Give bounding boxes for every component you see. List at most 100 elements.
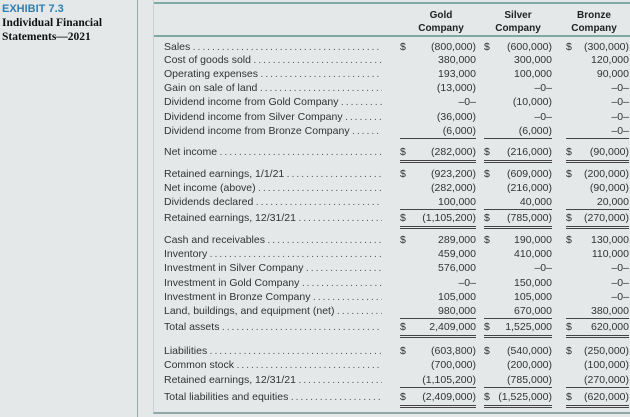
- table-row: Sales $ (800,000) $ (600,000) $ (300,000): [154, 40, 630, 54]
- row-label: Retained earnings, 12/31/21: [164, 373, 382, 387]
- value-cell: $ (270,000): [566, 211, 629, 229]
- cell-value: (1,525,000): [498, 391, 552, 403]
- row-label: Retained earnings, 12/31/21: [164, 211, 382, 225]
- value-cell: $ (250,000): [566, 344, 629, 358]
- table-row: Dividends declared 100,000 40,000 20,000: [154, 195, 630, 210]
- value-cell: $190,000: [484, 233, 552, 247]
- cell-value: (270,000): [584, 212, 629, 224]
- row-label: Cash and receivables: [164, 233, 382, 247]
- currency-symbol: $: [484, 321, 490, 333]
- cell-value: (540,000): [507, 345, 552, 357]
- table-row: Dividend income from Bronze Company (6,00…: [154, 124, 630, 139]
- row-label: Common stock: [164, 358, 382, 372]
- exhibit-title: Individual Financial Statements—2021: [2, 17, 103, 43]
- currency-symbol: $: [566, 41, 572, 53]
- value-cell: 110,000: [566, 247, 629, 261]
- value-cell: –0–: [400, 95, 476, 109]
- cell-value: 380,000: [591, 305, 629, 317]
- cell-value: 90,000: [596, 68, 629, 80]
- currency-symbol: $: [400, 168, 406, 180]
- row-label: Cost of goods sold: [164, 53, 382, 67]
- value-cell: 410,000: [484, 247, 552, 261]
- value-cell: $ (300,000): [566, 40, 629, 54]
- cell-value: (923,200): [431, 168, 476, 180]
- currency-symbol: $: [400, 146, 406, 158]
- currency-symbol: $: [566, 391, 572, 403]
- header-line: Silver: [504, 10, 532, 21]
- cell-value: (90,000): [589, 146, 629, 158]
- value-cell: $ (540,000): [484, 344, 552, 358]
- value-cell: –0–: [400, 276, 476, 290]
- financial-statements-table: Gold Company Silver Company Bronze Company …: [153, 0, 630, 414]
- row-label: Dividend income from Silver Company: [164, 110, 382, 124]
- currency-symbol: $: [484, 146, 490, 158]
- header-line: Company: [418, 23, 464, 34]
- value-cell: $ (609,000): [484, 167, 552, 181]
- row-label: Total assets: [164, 320, 382, 334]
- cell-value: (216,000): [507, 146, 552, 158]
- cell-value: –0–: [458, 277, 476, 289]
- value-cell: –0–: [566, 81, 629, 95]
- cell-value: 576,000: [438, 262, 476, 274]
- value-cell: (13,000): [400, 81, 476, 95]
- value-cell: $ (1,525,000): [484, 390, 552, 408]
- value-cell: (10,000): [484, 95, 552, 109]
- table-row: Common stock (700,000) (200,000) (100,000): [154, 358, 630, 372]
- row-label: Dividends declared: [164, 195, 382, 209]
- cell-value: (200,000): [584, 168, 629, 180]
- value-cell: –0–: [484, 261, 552, 275]
- value-cell: $ (603,800): [400, 344, 476, 358]
- cell-value: 20,000: [596, 196, 629, 208]
- value-cell: $ (785,000): [484, 211, 552, 229]
- value-cell: 576,000: [400, 261, 476, 275]
- value-cell: 980,000: [400, 304, 476, 319]
- value-cell: (90,000): [566, 181, 629, 195]
- currency-symbol: $: [400, 41, 406, 53]
- value-cell: (6,000): [484, 124, 552, 139]
- cell-value: 120,000: [591, 54, 629, 66]
- cell-value: (600,000): [507, 41, 552, 53]
- cell-value: (13,000): [436, 82, 476, 94]
- currency-symbol: $: [400, 212, 406, 224]
- cell-value: (609,000): [507, 168, 552, 180]
- currency-symbol: $: [400, 345, 406, 357]
- value-cell: $ (2,409,000): [400, 390, 476, 408]
- value-cell: –0–: [566, 276, 629, 290]
- cell-value: (700,000): [431, 359, 476, 371]
- cell-value: 110,000: [591, 248, 629, 260]
- cell-value: 105,000: [514, 291, 552, 303]
- value-cell: 193,000: [400, 67, 476, 81]
- cell-value: 190,000: [514, 234, 552, 246]
- cell-value: 1,525,000: [505, 321, 552, 333]
- cell-value: (200,000): [507, 359, 552, 371]
- value-cell: $ (800,000): [400, 40, 476, 54]
- cell-value: –0–: [534, 111, 552, 123]
- cell-value: 670,000: [514, 305, 552, 317]
- value-cell: (200,000): [484, 358, 552, 372]
- cell-value: 300,000: [514, 54, 552, 66]
- row-label: Liabilities: [164, 344, 382, 358]
- value-cell: (700,000): [400, 358, 476, 372]
- cell-value: (620,000): [584, 391, 629, 403]
- value-cell: (270,000): [566, 373, 629, 388]
- cell-value: –0–: [611, 82, 629, 94]
- header-line: Company: [495, 23, 541, 34]
- cell-value: (216,000): [507, 182, 552, 194]
- cell-value: (282,000): [431, 182, 476, 194]
- table-row: Net income $ (282,000) $ (216,000) $ (90,000): [154, 145, 630, 163]
- table-row: Inventory 459,000 410,000 110,000: [154, 247, 630, 261]
- cell-value: 380,000: [438, 54, 476, 66]
- row-label: Land, buildings, and equipment (net): [164, 304, 382, 318]
- currency-symbol: $: [566, 321, 572, 333]
- row-label: Net income: [164, 145, 382, 159]
- cell-value: 105,000: [438, 291, 476, 303]
- cell-value: –0–: [611, 111, 629, 123]
- value-cell: 105,000: [484, 290, 552, 304]
- table-row: Cost of goods sold 380,000 300,000 120,000: [154, 53, 630, 67]
- value-cell: (6,000): [400, 124, 476, 139]
- cell-value: 2,409,000: [429, 321, 476, 333]
- row-label: Investment in Silver Company: [164, 261, 382, 275]
- cell-value: (90,000): [589, 182, 629, 194]
- value-cell: (785,000): [484, 373, 552, 388]
- cell-value: –0–: [458, 96, 476, 108]
